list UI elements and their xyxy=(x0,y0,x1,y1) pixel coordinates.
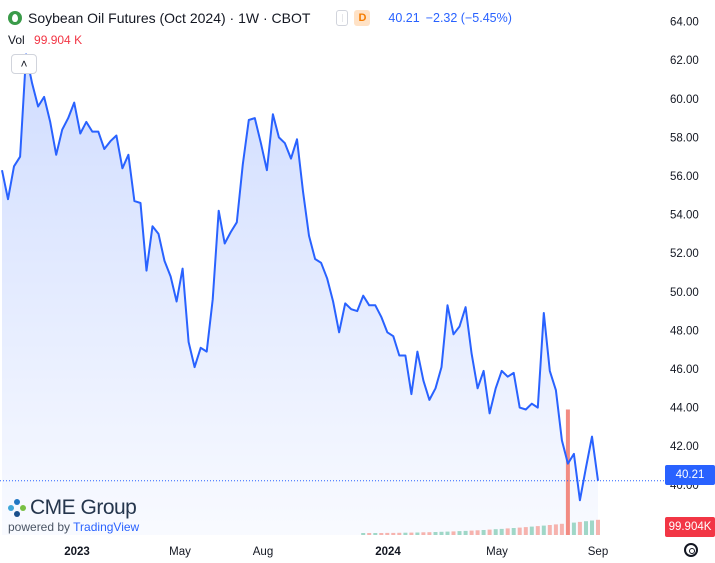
y-tick-label: 60.00 xyxy=(670,94,699,106)
x-tick-label: Sep xyxy=(588,546,608,558)
volume-bar xyxy=(397,532,402,535)
price-area-fill xyxy=(2,54,598,536)
volume-bar xyxy=(391,532,396,535)
volume-bar xyxy=(433,532,438,535)
volume-bar xyxy=(571,522,576,535)
x-tick-label: 2024 xyxy=(375,546,401,558)
price-axis: 38.0040.0042.0044.0046.0048.0050.0052.00… xyxy=(670,17,699,531)
volume-bar xyxy=(367,533,372,535)
volume-bar xyxy=(463,530,468,535)
volume-bar xyxy=(475,530,480,535)
volume-bars xyxy=(361,409,600,535)
y-tick-label: 54.00 xyxy=(670,210,699,222)
volume-bar xyxy=(415,532,420,535)
volume-bar xyxy=(523,527,528,535)
x-tick-label: Aug xyxy=(253,546,273,558)
y-tick-label: 64.00 xyxy=(670,17,699,29)
volume-bar xyxy=(535,526,540,535)
cme-group-logo[interactable]: CME Group xyxy=(8,496,137,520)
volume-bar xyxy=(529,526,534,535)
volume-bar xyxy=(590,520,594,535)
volume-legend: Vol 99.904 K xyxy=(8,33,82,47)
volume-bar xyxy=(541,525,546,535)
delayed-data-badge[interactable]: D xyxy=(354,10,371,26)
last-price-value: 40.21 xyxy=(388,11,420,25)
volume-bar xyxy=(505,528,510,535)
volume-bar xyxy=(403,532,408,535)
settings-icon[interactable] xyxy=(684,543,698,557)
collapse-legend-button[interactable]: ˄ xyxy=(11,54,37,74)
volume-bar xyxy=(493,529,498,535)
y-tick-label: 48.00 xyxy=(670,325,699,337)
symbol-title[interactable]: Soybean Oil Futures (Oct 2024) · 1W · CB… xyxy=(28,10,311,26)
time-axis: 2023 May Aug 2024 May Sep xyxy=(64,546,608,558)
volume-bar xyxy=(409,532,414,535)
volume-bar xyxy=(517,527,522,535)
chart-header: Soybean Oil Futures (Oct 2024) · 1W · CB… xyxy=(8,8,512,28)
volume-bar xyxy=(439,531,444,535)
volume-bar xyxy=(379,533,384,535)
price-area xyxy=(2,54,598,536)
powered-by-tradingview[interactable]: powered by TradingView xyxy=(8,520,139,534)
tradingview-brand: TradingView xyxy=(73,520,140,534)
volume-bar xyxy=(511,528,516,535)
volume-bar xyxy=(421,532,426,535)
volume-bar xyxy=(499,528,504,535)
volume-bar xyxy=(457,531,462,535)
y-tick-label: 50.00 xyxy=(670,287,699,299)
y-tick-label: 46.00 xyxy=(670,364,699,376)
volume-bar xyxy=(373,533,378,535)
volume-bar xyxy=(481,530,486,535)
y-tick-label: 42.00 xyxy=(670,441,699,453)
y-tick-label: 56.00 xyxy=(670,171,699,183)
price-change-value: −2.32 (−5.45%) xyxy=(425,11,512,25)
powered-by-label: powered by xyxy=(8,520,71,534)
volume-legend-label: Vol xyxy=(8,33,25,47)
last-price-label: 40.21 xyxy=(665,465,715,485)
volume-bar xyxy=(553,524,558,535)
volume-bar xyxy=(451,531,456,535)
volume-bar xyxy=(559,523,564,535)
volume-bar xyxy=(565,409,570,535)
price-line xyxy=(0,53,665,502)
volume-bar xyxy=(584,521,588,535)
volume-legend-value: 99.904 K xyxy=(34,33,83,47)
y-tick-label: 52.00 xyxy=(670,248,699,260)
price-series-line xyxy=(1,53,599,502)
volume-bar xyxy=(427,532,432,535)
volume-bar xyxy=(547,525,552,535)
x-tick-label: May xyxy=(169,546,191,558)
x-tick-label: 2023 xyxy=(64,546,90,558)
y-tick-label: 58.00 xyxy=(670,132,699,144)
volume-bar xyxy=(469,530,474,535)
logo-name: CME Group xyxy=(30,496,137,519)
volume-bar xyxy=(596,519,600,535)
cme-logo-icon xyxy=(8,499,26,517)
volume-price-label: 99.904K xyxy=(665,517,715,537)
volume-bar xyxy=(361,533,366,535)
soybean-oil-icon xyxy=(8,11,22,25)
volume-bar xyxy=(487,529,492,535)
volume-bar xyxy=(577,521,582,535)
y-tick-label: 62.00 xyxy=(670,55,699,67)
volume-bar xyxy=(385,532,390,535)
flag-icon[interactable] xyxy=(336,10,349,26)
x-tick-label: May xyxy=(486,546,508,558)
y-tick-label: 44.00 xyxy=(670,403,699,415)
volume-bar xyxy=(445,531,450,535)
